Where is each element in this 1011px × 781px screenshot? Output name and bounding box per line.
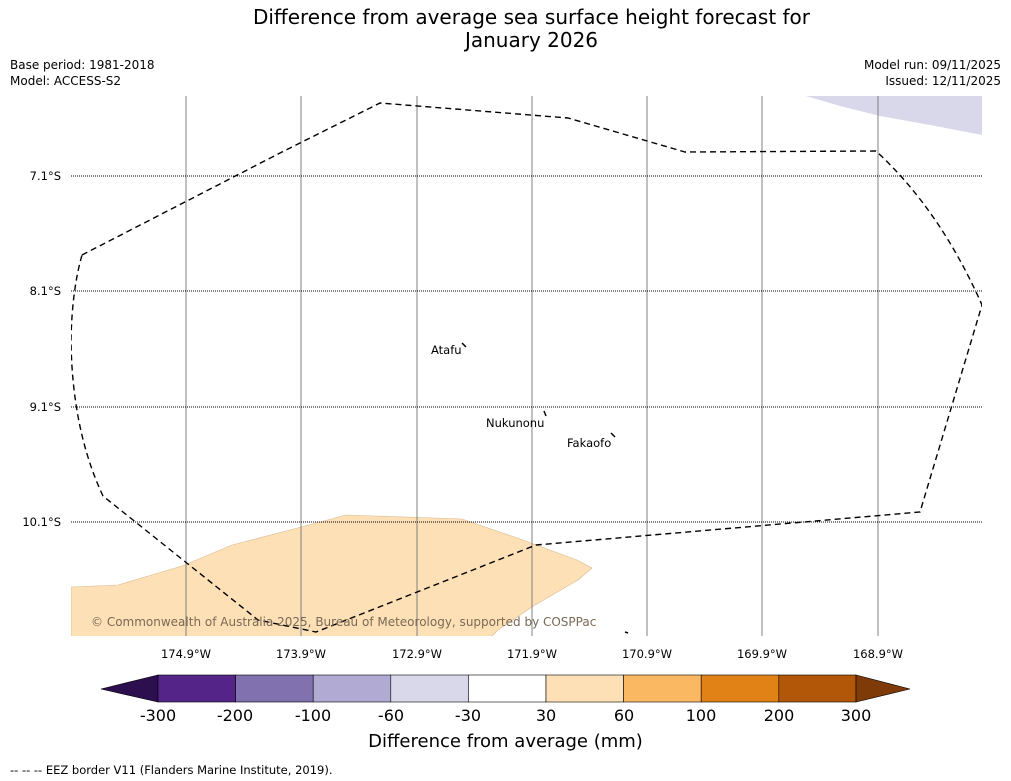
colorbar-title: Difference from average (mm) <box>368 731 643 752</box>
swains-island <box>624 631 629 634</box>
colorbar-tick: -200 <box>216 706 254 725</box>
lon-label: 172.9°W <box>391 647 443 661</box>
colorbar-tick: 60 <box>613 706 635 725</box>
colorbar-extend-low <box>100 674 159 703</box>
atafu-island <box>461 342 467 348</box>
lat-label: 8.1°S <box>29 284 61 298</box>
colorbar-segment <box>545 674 624 703</box>
colorbar-segment <box>468 674 547 703</box>
colorbar-segment <box>700 674 780 703</box>
meta-right: Model run: 09/11/2025 Issued: 12/11/2025 <box>864 57 1001 89</box>
anomaly-region-negative <box>806 96 982 135</box>
colorbar-tick: -30 <box>454 706 482 725</box>
eez-legend-note: -- -- -- EEZ border V11 (Flanders Marine… <box>10 763 333 777</box>
colorbar-segment <box>235 674 314 703</box>
model-run: Model run: 09/11/2025 <box>863 58 1001 72</box>
colorbar-tick: -300 <box>139 706 177 725</box>
colorbar-tick: 300 <box>840 706 872 725</box>
fakaofo-island <box>610 432 616 438</box>
lon-label: 170.9°W <box>621 647 673 661</box>
colorbar-tick: 200 <box>763 706 795 725</box>
issued-date: Issued: 12/11/2025 <box>885 74 1001 88</box>
colorbar-tick: 100 <box>685 706 717 725</box>
colorbar-segment <box>390 674 469 703</box>
model-name: Model: ACCESS-S2 <box>10 74 122 88</box>
lon-label: 174.9°W <box>160 647 212 661</box>
meta-left: Base period: 1981-2018 Model: ACCESS-S2 <box>10 57 155 89</box>
place-label-nukunonu: Nukunonu <box>486 416 545 430</box>
title-line-1: Difference from average sea surface heig… <box>252 5 811 29</box>
lat-label: 7.1°S <box>29 169 61 183</box>
chart-title: Difference from average sea surface heig… <box>0 6 1011 52</box>
title-line-2: January 2026 <box>464 28 599 52</box>
copyright-notice: © Commonwealth of Australia 2025, Bureau… <box>91 615 597 629</box>
colorbar-segment <box>157 674 236 703</box>
colorbar-segment <box>623 674 702 703</box>
colorbar-extend-high <box>855 674 911 703</box>
lat-label: 9.1°S <box>29 400 61 414</box>
place-label-atafu: Atafu <box>431 343 462 357</box>
colorbar-tick: -100 <box>294 706 332 725</box>
colorbar-segment <box>312 674 392 703</box>
colorbar-tick: -60 <box>377 706 405 725</box>
lon-label: 173.9°W <box>275 647 327 661</box>
lon-label: 168.9°W <box>852 647 904 661</box>
place-label-fakaofo: Fakaofo <box>567 436 612 450</box>
lat-label: 10.1°S <box>22 515 61 529</box>
lon-label: 169.9°W <box>736 647 788 661</box>
lon-label: 171.9°W <box>506 647 558 661</box>
nukunonu-island <box>543 410 547 417</box>
eez-border <box>71 102 982 633</box>
colorbar-segment <box>778 674 857 703</box>
meridian-lines <box>185 96 879 636</box>
base-period: Base period: 1981-2018 <box>10 58 155 72</box>
anomaly-region-positive <box>71 514 593 636</box>
colorbar-tick: 30 <box>535 706 557 725</box>
